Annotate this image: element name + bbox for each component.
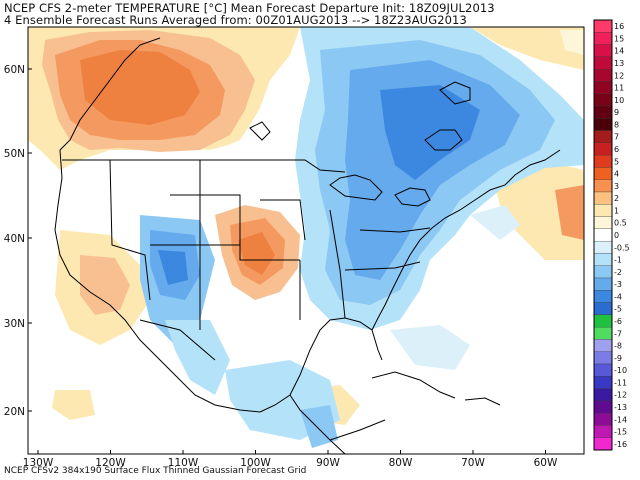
- colorbar-swatch: [593, 32, 613, 45]
- colorbar-label: -12: [614, 391, 627, 400]
- colorbar-swatch: [593, 118, 613, 131]
- lat-tick-label: 40N: [4, 233, 25, 245]
- colorbar-label: -8: [614, 342, 622, 351]
- footer-caption: NCEP CFSv2 384x190 Surface Flux Thinned …: [4, 466, 307, 476]
- colorbar-label: -6: [614, 317, 622, 326]
- lon-tick-label: 110W: [168, 457, 199, 469]
- colorbar-label: 3: [614, 182, 619, 191]
- cool-anomaly-field: [140, 27, 584, 448]
- colorbar-label: 4: [614, 170, 619, 179]
- colorbar-label: 9: [614, 108, 619, 117]
- colorbar-label: -2: [614, 268, 622, 277]
- colorbar-swatch: [593, 191, 613, 205]
- colorbar-swatch: [593, 388, 613, 402]
- colorbar-label: -9: [614, 354, 622, 363]
- colorbar-label: -14: [614, 415, 627, 424]
- lat-tick-label: 20N: [4, 406, 25, 418]
- colorbar-label: -1: [614, 256, 622, 265]
- colorbar-swatch: [593, 44, 613, 58]
- colorbar-label: 0: [614, 231, 619, 240]
- colorbar-swatch: [593, 228, 613, 242]
- colorbar-label: 12: [614, 71, 624, 80]
- colorbar-swatch: [593, 277, 613, 291]
- colorbar-label: -11: [614, 378, 627, 387]
- political-borders: [62, 159, 431, 361]
- colorbar-swatch: [593, 400, 613, 414]
- lon-tick-label: 60W: [534, 457, 558, 469]
- colorbar-swatch: [593, 56, 613, 70]
- colorbar-swatch: [593, 68, 613, 82]
- colorbar-swatch: [593, 81, 613, 94]
- colorbar-label: -4: [614, 292, 622, 301]
- colorbar-swatch: [593, 437, 613, 451]
- lat-tick-label: 60N: [4, 64, 25, 76]
- colorbar-swatch: [593, 412, 613, 426]
- colorbar-swatch: [593, 105, 613, 119]
- colorbar-swatch: [593, 425, 613, 438]
- latitude-axis: 60N 50N 40N 30N 20N: [4, 64, 32, 418]
- colorbar-label: 14: [614, 47, 624, 56]
- colorbar-swatch: [593, 351, 613, 365]
- map-title-line-1: NCEP CFS 2-meter TEMPERATURE [°C] Mean F…: [4, 1, 495, 15]
- lon-tick-label: 80W: [389, 457, 413, 469]
- colorbar-frame: [593, 19, 613, 451]
- colorbar-swatch: [593, 302, 613, 316]
- colorbar-label: -15: [614, 428, 627, 437]
- colorbar-label: 11: [614, 84, 624, 93]
- colorbar-label: 1: [614, 206, 619, 215]
- colorbar-swatch: [593, 204, 613, 217]
- lon-tick-label: 100W: [240, 457, 271, 469]
- lat-tick-label: 50N: [4, 148, 25, 160]
- colorbar-swatch: [593, 216, 613, 230]
- colorbar-label: 7: [614, 133, 619, 142]
- lat-tick-label: 30N: [4, 318, 25, 330]
- warm-anomaly-field: [28, 27, 584, 425]
- lon-tick-label: 90W: [316, 457, 340, 469]
- colorbar-swatch: [593, 363, 613, 377]
- colorbar-label: 2: [614, 194, 619, 203]
- colorbar-swatch: [593, 290, 613, 303]
- colorbar-swatch: [593, 142, 613, 156]
- colorbar-label: 6: [614, 145, 619, 154]
- longitude-axis: 130W 120W 110W 100W 90W 80W 70W 60W: [23, 450, 558, 469]
- colorbar-label: -10: [614, 366, 627, 375]
- map-title-line-2: 4 Ensemble Forecast Runs Averaged from: …: [4, 13, 467, 27]
- lon-tick-label: 130W: [23, 457, 54, 469]
- coastlines: [54, 37, 561, 454]
- colorbar-swatch: [593, 19, 613, 33]
- map-panel: [28, 27, 584, 454]
- colorbar-swatch: [593, 179, 613, 193]
- colorbar-swatch: [593, 154, 613, 168]
- colorbar-label: -3: [614, 280, 622, 289]
- colorbar-label: -0.5: [614, 243, 630, 252]
- colorbar-swatch: [593, 167, 613, 180]
- colorbar-swatch: [593, 314, 613, 328]
- colorbar-label: 16: [614, 22, 624, 31]
- colorbar-swatch: [593, 339, 613, 352]
- colorbar-legend: 16 15 14 13 12 11 10 9 8 7 6 5 4 3 2 1 0.5 0 -0.5 -1 -2 -3 -4 -…: [593, 19, 630, 451]
- colorbar-label: 8: [614, 120, 619, 129]
- colorbar-label: 13: [614, 59, 624, 68]
- colorbar-swatch: [593, 240, 613, 254]
- colorbar-swatch: [593, 265, 613, 279]
- colorbar-label: -13: [614, 403, 627, 412]
- lon-tick-label: 70W: [461, 457, 485, 469]
- colorbar-label: 0.5: [614, 219, 627, 228]
- map-frame: [27, 26, 585, 455]
- colorbar-swatch: [593, 253, 613, 266]
- colorbar-label: 5: [614, 157, 619, 166]
- colorbar-label: -5: [614, 305, 622, 314]
- colorbar-swatch: [593, 376, 613, 389]
- colorbar-label: 15: [614, 34, 624, 43]
- colorbar-swatch: [593, 130, 613, 144]
- colorbar-swatch: [593, 93, 613, 107]
- colorbar-label: -7: [614, 329, 622, 338]
- colorbar-swatch: [593, 326, 613, 340]
- colorbar-label: -16: [614, 440, 627, 449]
- lon-tick-label: 120W: [95, 457, 126, 469]
- colorbar-label: 10: [614, 96, 624, 105]
